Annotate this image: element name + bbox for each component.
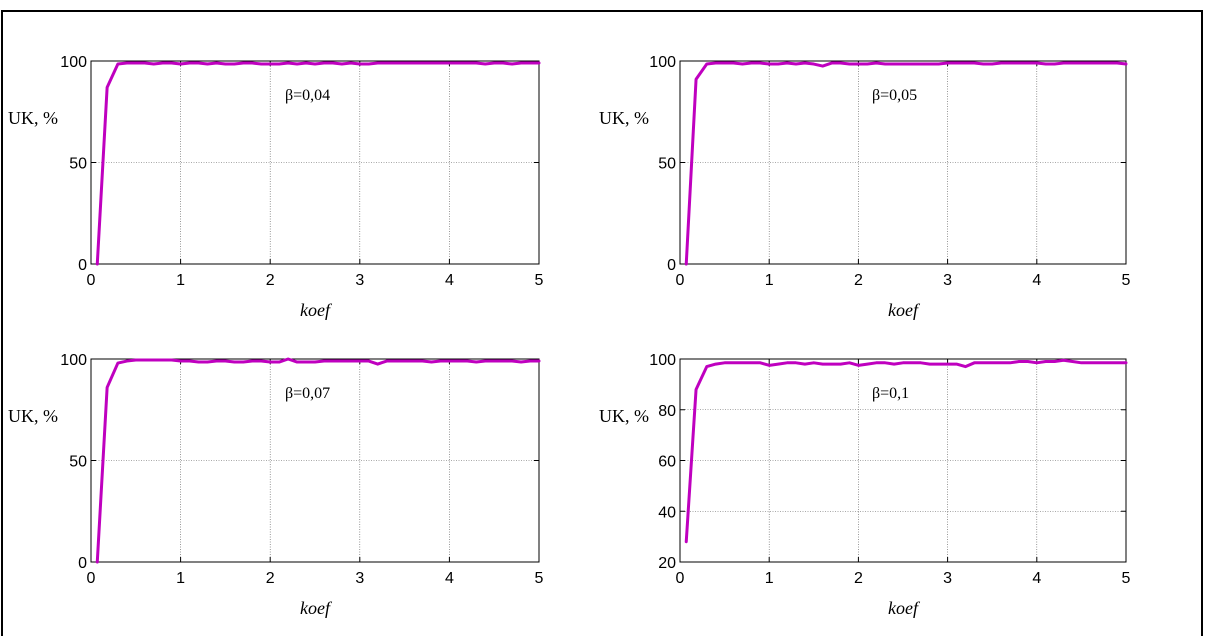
series-line [95, 357, 541, 564]
y-tick-label: 0 [667, 257, 676, 274]
beta-annotation: β=0,04 [285, 87, 330, 104]
beta-annotation: β=0,1 [872, 385, 909, 402]
x-tick-label: 5 [1122, 570, 1131, 587]
y-tick-label: 50 [69, 454, 87, 471]
chart-panel-4: 0 1 2 3 4 5 20 40 60 80 100 UK, % koef β=0,1 [599, 352, 1131, 618]
beta-annotation: β=0,05 [872, 87, 917, 104]
x-tick-label: 3 [355, 570, 364, 587]
x-tick-label: 1 [765, 272, 774, 289]
x-tick-label: 5 [1122, 272, 1131, 289]
x-tick-label: 0 [87, 570, 96, 587]
figure-frame [1, 10, 1203, 636]
y-tick-label: 100 [649, 54, 676, 71]
x-tick-label: 3 [943, 570, 952, 587]
x-tick-label: 0 [87, 272, 96, 289]
y-tick-label: 0 [78, 257, 87, 274]
series-line [684, 61, 1128, 266]
y-tick-label: 0 [78, 555, 87, 572]
x-tick-label: 2 [854, 272, 863, 289]
series-line [95, 61, 541, 266]
x-tick-label: 1 [176, 272, 185, 289]
x-tick-label: 2 [266, 272, 275, 289]
y-axis-label: UK, % [8, 108, 58, 128]
y-tick-label: 100 [649, 352, 676, 369]
x-tick-label: 0 [676, 272, 685, 289]
x-axis-label: koef [300, 598, 333, 618]
beta-annotation: β=0,07 [285, 385, 330, 402]
x-tick-label: 4 [445, 570, 454, 587]
y-tick-label: 20 [658, 555, 676, 572]
x-tick-label: 1 [765, 570, 774, 587]
y-tick-label: 100 [60, 352, 87, 369]
x-tick-label: 4 [445, 272, 454, 289]
x-tick-label: 3 [943, 272, 952, 289]
x-tick-label: 1 [176, 570, 185, 587]
y-tick-label: 50 [69, 156, 87, 173]
x-tick-label: 5 [535, 272, 544, 289]
y-tick-label: 100 [60, 54, 87, 71]
y-tick-label: 60 [658, 454, 676, 471]
x-tick-label: 2 [266, 570, 275, 587]
x-tick-label: 0 [676, 570, 685, 587]
x-tick-label: 5 [535, 570, 544, 587]
x-axis-label: koef [888, 300, 921, 320]
x-tick-label: 2 [854, 570, 863, 587]
series-line [684, 358, 1128, 544]
x-axis-label: koef [888, 598, 921, 618]
x-tick-label: 4 [1032, 272, 1041, 289]
y-tick-label: 80 [658, 403, 676, 420]
y-tick-label: 50 [658, 156, 676, 173]
y-axis-label: UK, % [599, 406, 649, 426]
y-tick-label: 40 [658, 504, 676, 521]
x-tick-label: 4 [1032, 570, 1041, 587]
x-tick-label: 3 [355, 272, 364, 289]
x-axis-label: koef [300, 300, 333, 320]
y-axis-label: UK, % [8, 406, 58, 426]
y-axis-label: UK, % [599, 108, 649, 128]
